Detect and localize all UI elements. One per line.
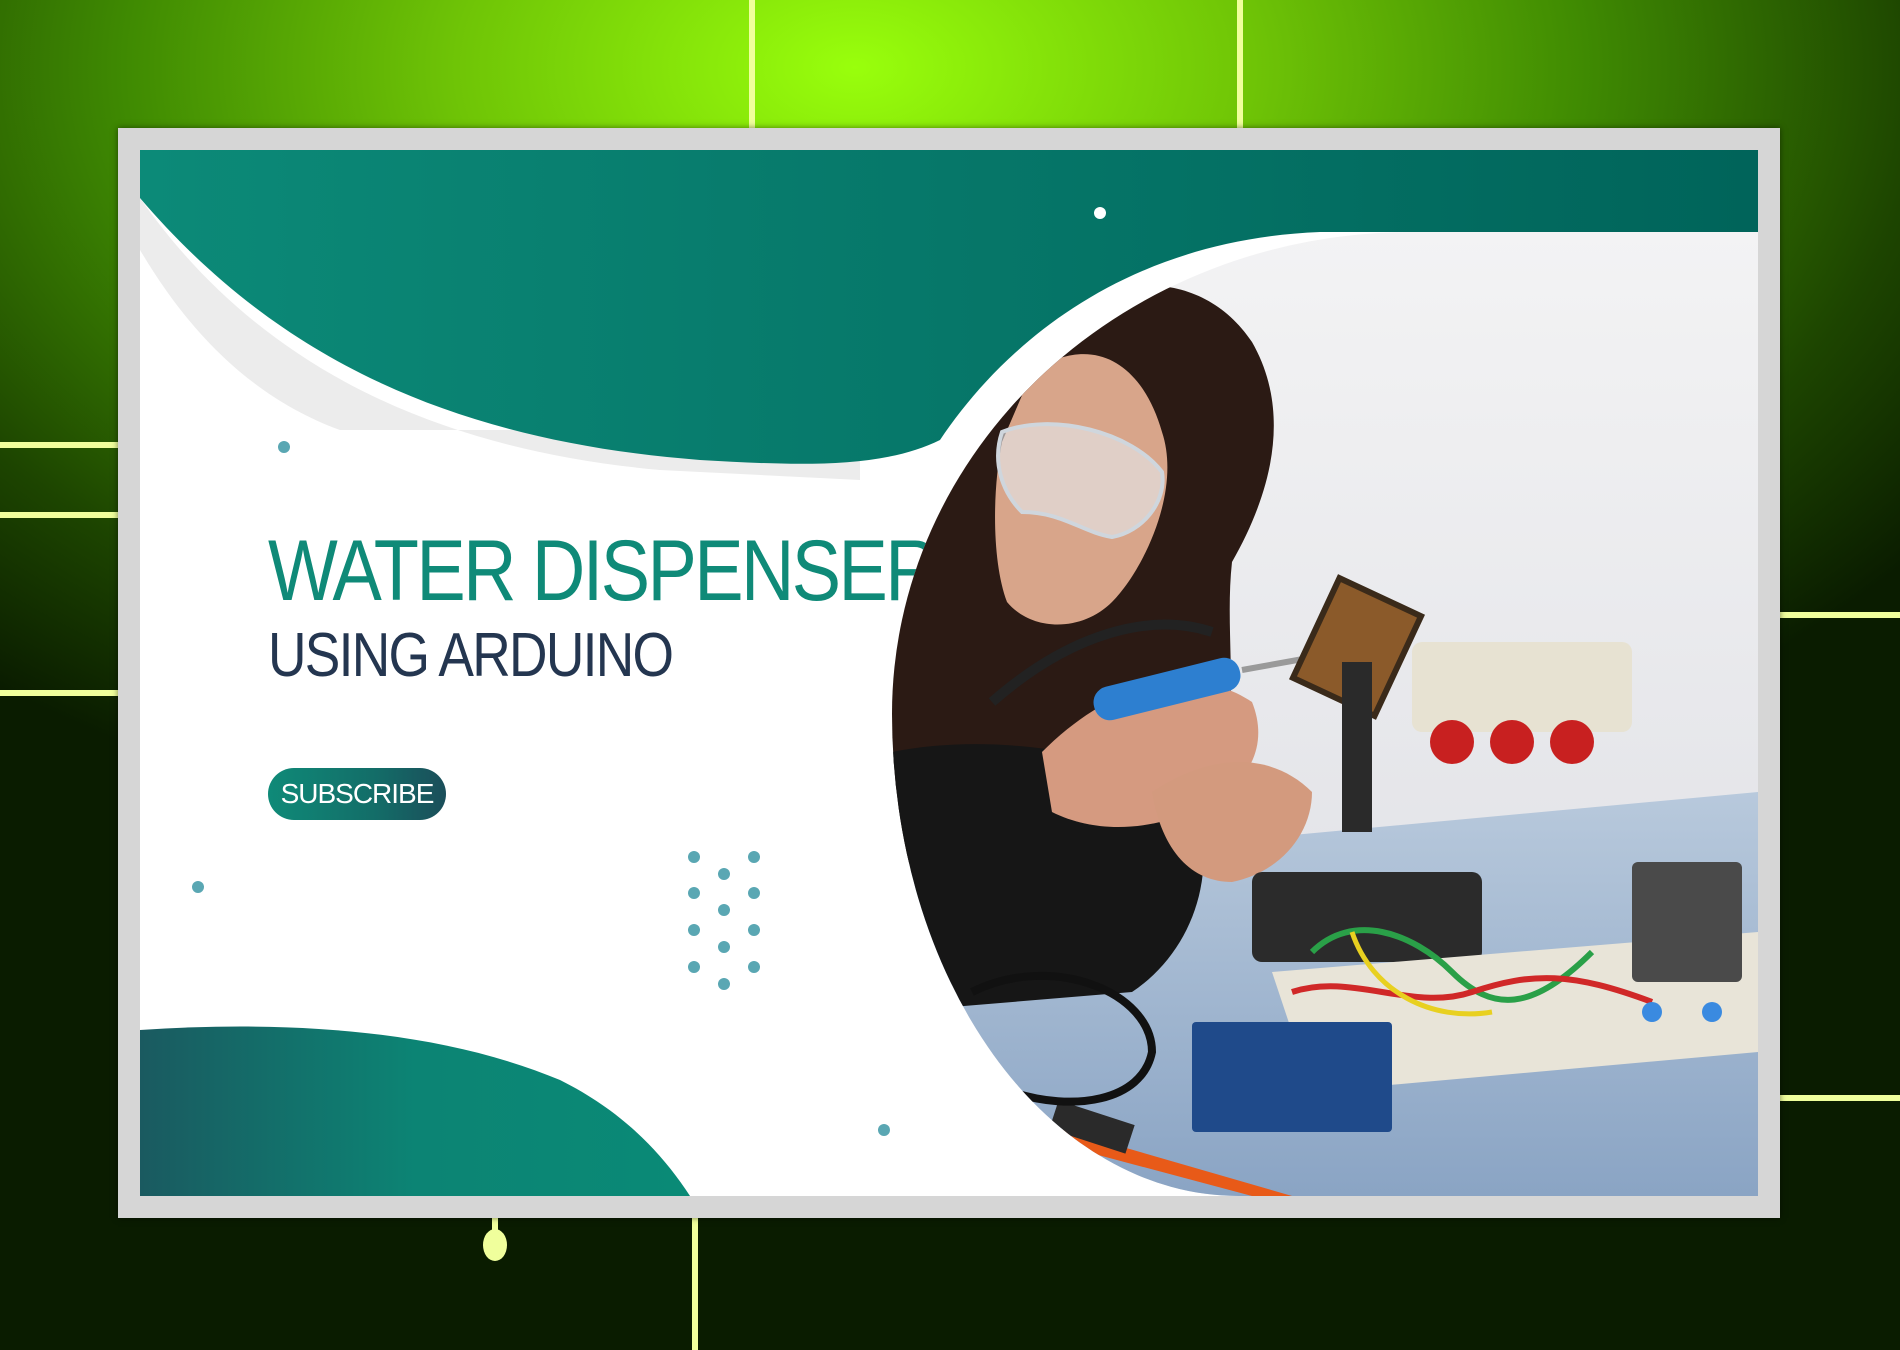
decor-dot [278, 441, 290, 453]
video-subtitle: USING ARDUINO [268, 621, 674, 690]
video-title: WATER DISPENSER [268, 523, 939, 619]
decor-dot [192, 881, 204, 893]
subscribe-button[interactable]: SUBSCRIBE [268, 768, 446, 820]
photo-woman-soldering-electronics [892, 232, 1758, 1196]
decor-dot [878, 1124, 890, 1136]
decor-dot [1094, 207, 1106, 219]
thumbnail-card: WATER DISPENSER USING ARDUINO SUBSCRIBE [140, 150, 1758, 1196]
thumbnail-frame: WATER DISPENSER USING ARDUINO SUBSCRIBE [118, 128, 1780, 1218]
